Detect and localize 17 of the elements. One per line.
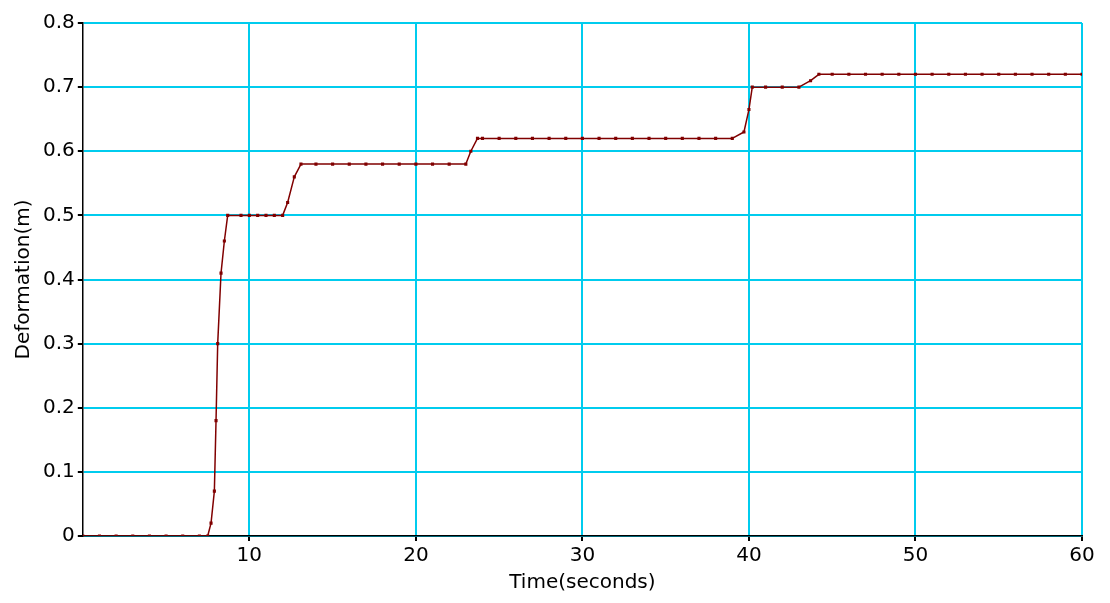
y-tick-label: 0.4: [42, 265, 75, 290]
x-tick-label: 20: [403, 542, 429, 567]
y-tick-label: 0.2: [42, 393, 75, 418]
y-tick-label: 0.7: [42, 73, 75, 98]
y-tick-label: 0: [62, 522, 75, 547]
y-tick-label: 0.5: [42, 201, 75, 226]
x-tick-label: 30: [569, 542, 596, 567]
y-tick-label: 0.8: [42, 9, 75, 34]
x-tick-label: 10: [236, 542, 263, 567]
y-tick-label: 0.6: [42, 137, 75, 162]
x-tick-label: 50: [902, 542, 929, 567]
x-tick-label: 60: [1069, 542, 1095, 567]
x-tick-label: 40: [736, 542, 762, 567]
y-tick-label: 0.3: [42, 329, 75, 354]
y-tick-label: 0.1: [42, 458, 75, 483]
x-axis-title: Time(seconds): [508, 569, 656, 594]
y-axis-title: Deformation(m): [10, 199, 35, 360]
